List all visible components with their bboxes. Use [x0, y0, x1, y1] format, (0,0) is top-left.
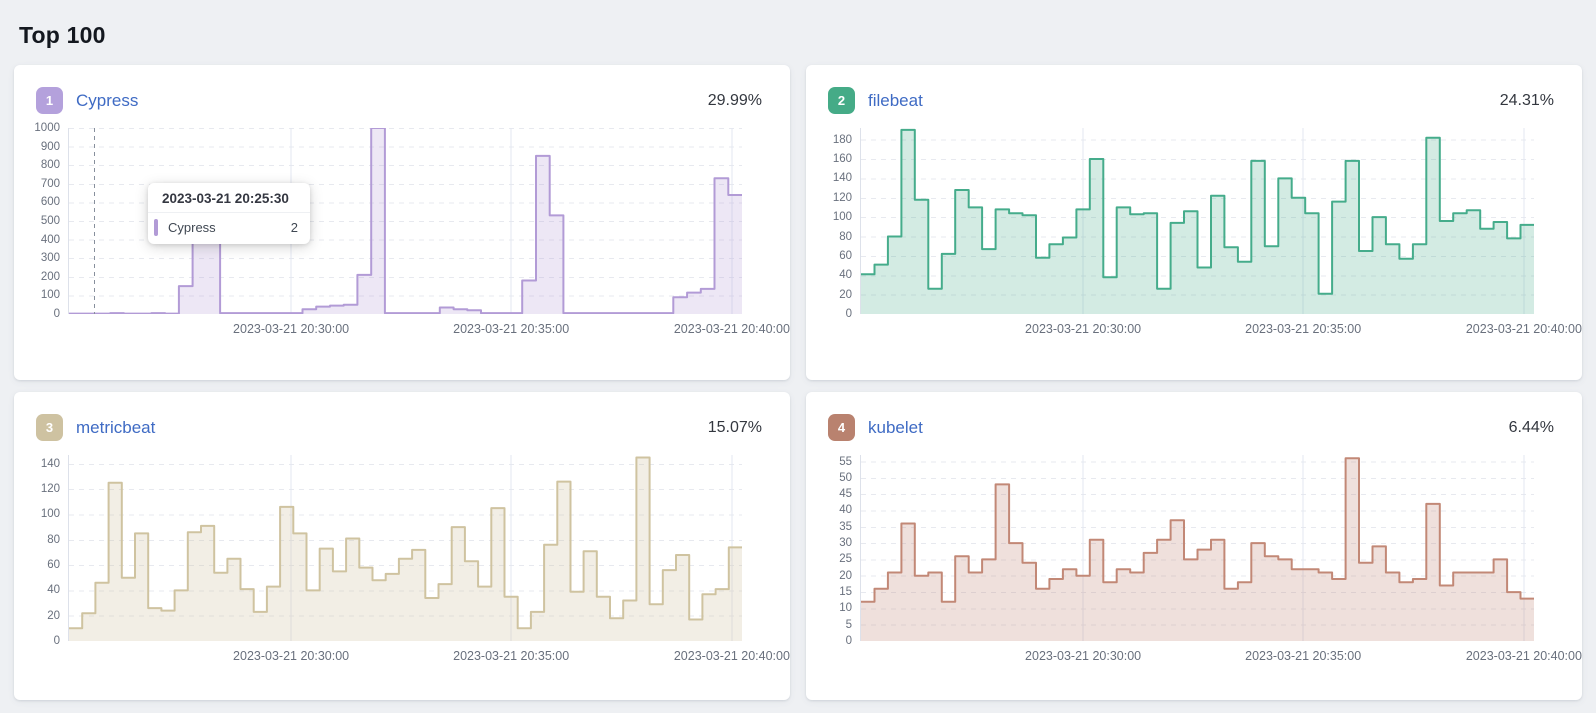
y-tick-label: 20	[839, 569, 852, 582]
tooltip-timestamp: 2023-03-21 20:25:30	[148, 183, 310, 213]
card-header: 1 Cypress 29.99%	[14, 65, 790, 114]
y-tick-label: 25	[839, 553, 852, 566]
x-tick-label: 2023-03-21 20:30:00	[233, 322, 350, 336]
y-tick-label: 140	[40, 457, 60, 470]
y-tick-label: 5	[845, 618, 852, 631]
chart-filebeat: 0 20 40 60 80 100 120 140 160 180 2023-03-21 20:3…	[816, 128, 1582, 336]
y-tick-label: 180	[832, 133, 852, 146]
ranking-card-filebeat: 2 filebeat 24.31% 0 20 40 60 80 100 120 140 160 1…	[806, 65, 1582, 380]
y-tick-label: 100	[40, 508, 60, 521]
x-tick-label: 2023-03-21 20:30:00	[1025, 649, 1142, 663]
y-tick-label: 15	[839, 586, 852, 599]
y-tick-label: 80	[839, 230, 852, 243]
y-axis: 0 100 200 300 400 500 600 700 800 900 1000	[24, 122, 68, 320]
page-title: Top 100	[19, 22, 106, 48]
y-tick-label: 200	[40, 270, 60, 283]
y-tick-label: 20	[47, 609, 60, 622]
y-tick-label: 300	[40, 252, 60, 265]
x-tick-label: 2023-03-21 20:35:00	[453, 322, 570, 336]
x-tick-label: 2023-03-21 20:40:00	[673, 322, 790, 336]
card-header: 3 metricbeat 15.07%	[14, 392, 790, 441]
tooltip-row: Cypress 2	[148, 213, 310, 244]
y-axis: 0 5 10 15 20 25 30 35 40 45 50 55	[816, 455, 860, 647]
y-axis: 0 20 40 60 80 100 120 140	[24, 455, 68, 647]
y-axis: 0 20 40 60 80 100 120 140 160 180	[816, 128, 860, 320]
y-tick-label: 80	[47, 533, 60, 546]
x-tick-label: 2023-03-21 20:30:00	[233, 649, 350, 663]
y-tick-label: 40	[47, 584, 60, 597]
y-tick-label: 0	[845, 308, 852, 320]
x-tick-label: 2023-03-21 20:35:00	[1245, 322, 1362, 336]
series-link-cypress[interactable]: Cypress	[76, 90, 139, 110]
ranking-card-cypress: 1 Cypress 29.99% 0 100 200 300 400 500 600 700 8…	[14, 65, 790, 380]
tooltip-series-name: Cypress	[168, 220, 216, 235]
y-tick-label: 700	[40, 177, 60, 190]
y-tick-label: 20	[839, 288, 852, 301]
series-link-filebeat[interactable]: filebeat	[868, 90, 923, 110]
y-tick-label: 40	[839, 504, 852, 517]
percent-value: 24.31%	[1499, 91, 1554, 109]
y-tick-label: 30	[839, 537, 852, 550]
y-tick-label: 60	[839, 249, 852, 262]
y-tick-label: 400	[40, 233, 60, 246]
percent-value: 6.44%	[1508, 418, 1554, 436]
y-tick-label: 600	[40, 196, 60, 209]
chart-cypress: 0 100 200 300 400 500 600 700 800 900 1000 2023-03…	[24, 122, 790, 336]
chart-tooltip: 2023-03-21 20:25:30 Cypress 2	[148, 183, 310, 244]
ranking-card-metricbeat: 3 metricbeat 15.07% 0 20 40 60 80 100 120 140 2…	[14, 392, 790, 700]
chart-plot-area[interactable]: 2023-03-21 20:30:00 2023-03-21 20:35:00 20…	[860, 128, 1582, 336]
y-tick-label: 60	[47, 559, 60, 572]
x-tick-label: 2023-03-21 20:30:00	[1025, 322, 1142, 336]
rank-badge: 4	[828, 414, 855, 441]
y-tick-label: 100	[40, 289, 60, 302]
rank-badge: 3	[36, 414, 63, 441]
ranking-card-kubelet: 4 kubelet 6.44% 0 5 10 15 20 25 30 35 40 45 50 55 2…	[806, 392, 1582, 700]
y-tick-label: 140	[832, 172, 852, 185]
card-header: 2 filebeat 24.31%	[806, 65, 1582, 114]
y-tick-label: 900	[40, 140, 60, 153]
cards-grid: 1 Cypress 29.99% 0 100 200 300 400 500 600 700 8…	[14, 65, 1582, 700]
y-tick-label: 1000	[34, 122, 60, 134]
card-header: 4 kubelet 6.44%	[806, 392, 1582, 441]
y-tick-label: 800	[40, 159, 60, 172]
rank-badge: 1	[36, 87, 63, 114]
y-tick-label: 35	[839, 520, 852, 533]
x-tick-label: 2023-03-21 20:40:00	[673, 649, 790, 663]
x-tick-label: 2023-03-21 20:35:00	[453, 649, 570, 663]
y-tick-label: 120	[40, 483, 60, 496]
tooltip-series-value: 2	[290, 220, 298, 235]
chart-plot-area[interactable]: 2023-03-21 20:30:00 2023-03-21 20:35:00 20…	[68, 455, 790, 663]
y-tick-label: 45	[839, 488, 852, 501]
series-link-kubelet[interactable]: kubelet	[868, 417, 923, 437]
percent-value: 15.07%	[707, 418, 762, 436]
chart-kubelet: 0 5 10 15 20 25 30 35 40 45 50 55 2023-03-21 20:30:…	[816, 455, 1582, 663]
y-tick-label: 10	[839, 602, 852, 615]
chart-metricbeat: 0 20 40 60 80 100 120 140 2023-03-21 20:30:00 20…	[24, 455, 790, 663]
y-tick-label: 100	[832, 211, 852, 224]
y-tick-label: 0	[53, 308, 60, 320]
percent-value: 29.99%	[707, 91, 762, 109]
tooltip-series-marker	[154, 219, 158, 236]
y-tick-label: 500	[40, 215, 60, 227]
x-tick-label: 2023-03-21 20:35:00	[1245, 649, 1362, 663]
y-tick-label: 160	[832, 153, 852, 165]
x-tick-label: 2023-03-21 20:40:00	[1465, 649, 1582, 663]
y-tick-label: 0	[53, 635, 60, 647]
y-tick-label: 40	[839, 269, 852, 282]
rank-badge: 2	[828, 87, 855, 114]
y-tick-label: 50	[839, 471, 852, 484]
y-tick-label: 0	[845, 635, 852, 647]
x-tick-label: 2023-03-21 20:40:00	[1465, 322, 1582, 336]
series-link-metricbeat[interactable]: metricbeat	[76, 417, 156, 437]
y-tick-label: 55	[839, 455, 852, 468]
y-tick-label: 120	[832, 191, 852, 204]
chart-plot-area[interactable]: 2023-03-21 20:30:00 2023-03-21 20:35:00 20…	[860, 455, 1582, 663]
